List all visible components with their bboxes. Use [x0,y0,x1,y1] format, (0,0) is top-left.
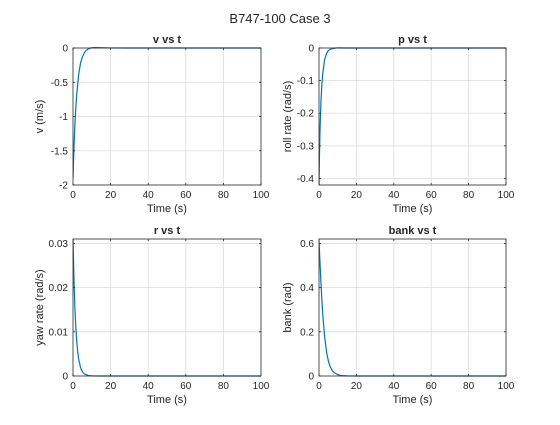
y-tick-label: 0 [308,44,314,55]
y-tick-label: 0.4 [300,283,314,294]
plot-area [319,48,506,185]
x-tick-label: 80 [463,190,475,201]
subplot-title: bank vs t [389,225,437,237]
x-tick-label: 100 [498,190,515,201]
subplot-3: 0 20 40 60 80 100 0 0.01 0.02 0.03 r vs t Time (s) y… [34,225,270,406]
x-tick-label: 40 [388,190,400,201]
x-tick-label: 60 [426,190,438,201]
y-tick-label: 0 [308,372,314,383]
x-tick-label: 60 [180,190,192,201]
x-tick-label: 40 [388,381,400,392]
y-tick-label: 0.6 [300,239,314,250]
subplot-title: v vs t [153,34,181,46]
x-tick-label: 0 [316,190,322,201]
y-tick-label: 0.03 [49,239,69,250]
plot-area [73,239,261,376]
x-tick-label: 0 [70,381,76,392]
x-axis-label: Time (s) [393,203,433,215]
axes-frame [72,238,262,377]
y-tick-label: -2 [59,181,68,192]
y-axis-label: v (m/s) [34,100,46,134]
y-axis-label: roll rate (rad/s) [282,81,294,153]
x-axis-label: Time (s) [147,203,187,215]
x-tick-label: 20 [105,190,117,201]
y-axis-label: yaw rate (rad/s) [34,269,46,345]
y-tick-label: -0.5 [51,78,69,89]
x-tick-label: 80 [218,190,230,201]
x-axis-label: Time (s) [147,394,187,406]
y-tick-label: 0.02 [49,283,69,294]
x-axis-label: Time (s) [393,394,433,406]
x-tick-label: 0 [316,381,322,392]
y-tick-label: 0 [62,372,68,383]
axes-frame [318,238,507,377]
x-tick-label: 100 [253,381,270,392]
y-tick-label: -0.3 [297,141,315,152]
x-tick-label: 40 [143,190,155,201]
x-tick-label: 0 [70,190,76,201]
x-tick-label: 100 [253,190,270,201]
figure-title: B747-100 Case 3 [229,11,331,26]
y-tick-label: -0.1 [297,76,315,87]
subplot-1: 0 20 40 60 80 100 -2 -1.5 -1 -0.5 0 v vs t Time (s) v… [34,34,270,215]
x-tick-label: 60 [180,381,192,392]
subplot-title: p vs t [398,34,427,46]
y-tick-label: 0.01 [49,327,69,338]
subplot-title: r vs t [154,225,181,237]
x-tick-label: 80 [463,381,475,392]
subplot-2: 0 20 40 60 80 100 -0.4 -0.3 -0.2 -0.1 0 p vs t Time … [282,34,515,215]
subplot-4: 0 20 40 60 80 100 0 0.2 0.4 0.6 bank vs t Time (s) b… [282,225,515,406]
y-tick-label: 0 [62,44,68,55]
y-tick-label: -1 [59,112,68,123]
y-tick-label: -0.4 [297,174,315,185]
y-tick-label: -0.2 [297,109,315,120]
x-tick-label: 80 [218,381,230,392]
x-tick-label: 20 [351,381,363,392]
axes-frame [318,47,507,186]
x-tick-label: 100 [498,381,515,392]
x-tick-label: 20 [105,381,117,392]
x-tick-label: 60 [426,381,438,392]
y-tick-label: 0.2 [300,327,314,338]
plot-area [319,239,506,376]
y-tick-label: -1.5 [51,146,69,157]
x-tick-label: 20 [351,190,363,201]
x-tick-label: 40 [143,381,155,392]
y-axis-label: bank (rad) [282,282,294,332]
